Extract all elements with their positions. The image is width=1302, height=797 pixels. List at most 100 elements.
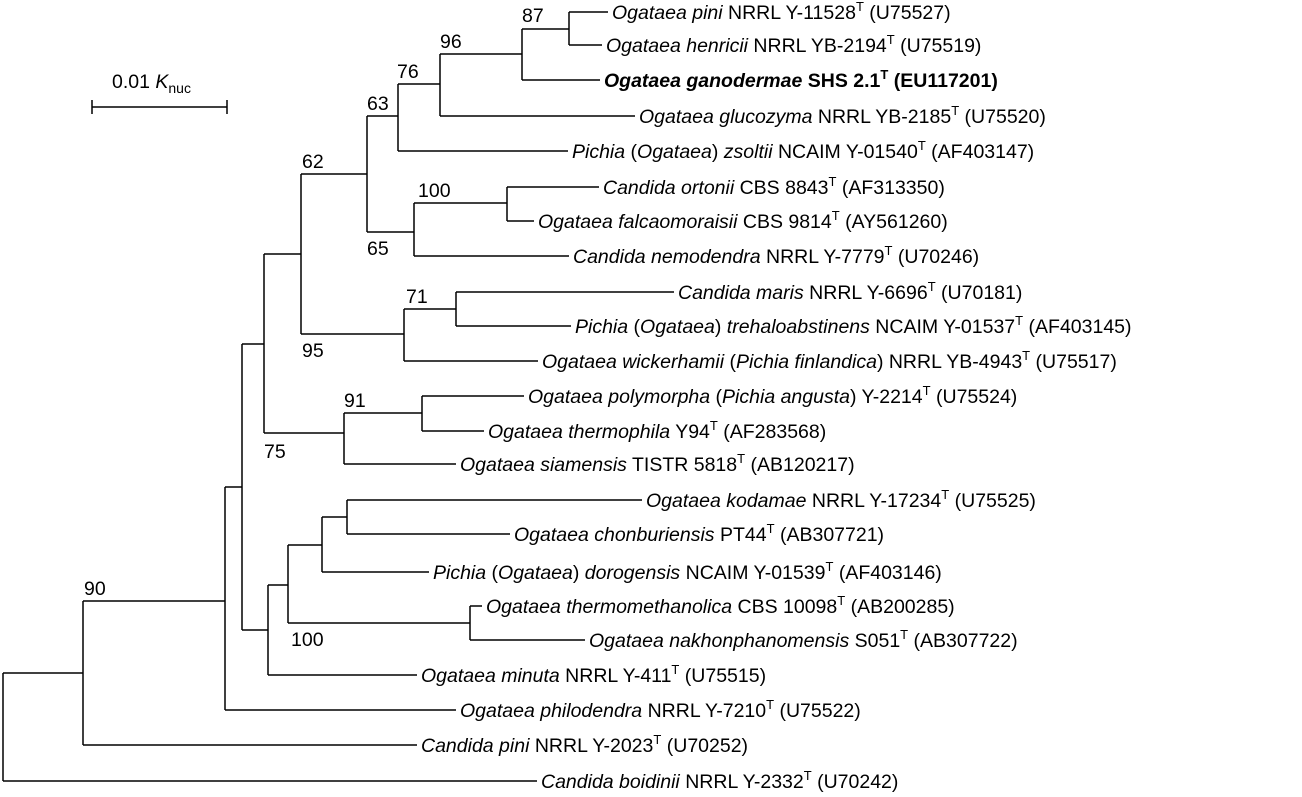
taxon-text: (U70242) (812, 771, 899, 793)
type-strain-superscript: T (1022, 348, 1030, 363)
taxon-label: Ogataea kodamae NRRL Y-17234T (U75525) (646, 487, 1036, 512)
taxon-label: Candida boidinii NRRL Y-2332T (U70242) (541, 768, 898, 793)
taxon-text: (AF403147) (926, 141, 1034, 163)
taxon-name-italic: Ogataea siamensis (460, 454, 627, 476)
taxon-labels: Ogataea pini NRRL Y-11528T (U75527) Ogat… (421, 0, 1132, 793)
taxon-text: ) NRRL YB-4943 (877, 351, 1022, 373)
type-strain-superscript: T (832, 208, 840, 223)
taxon-text: (AF313350) (836, 177, 944, 199)
taxon-text: ( (710, 386, 722, 408)
taxon-text: SHS 2.1 (802, 70, 880, 92)
bootstrap-values: 87 96 76 63 62 100 65 71 95 91 75 100 90 (84, 5, 544, 651)
taxon-label: Ogataea henricii NRRL YB-2194T (U75519) (606, 32, 981, 57)
taxon-name-italic: Ogataea (640, 316, 715, 338)
taxon-name-italic: Ogataea chonburiensis (514, 524, 715, 546)
taxon-label: Ogataea nakhonphanomensis S051T (AB30772… (589, 627, 1018, 652)
bootstrap-63: 63 (367, 93, 389, 115)
taxon-text: (U75522) (774, 700, 861, 722)
taxon-label: Candida maris NRRL Y-6696T (U70181) (678, 279, 1022, 304)
taxon-name-italic: Ogataea thermomethanolica (486, 596, 732, 618)
taxon-text: ( (486, 562, 498, 584)
taxon-name-italic: Candida ortonii (603, 177, 735, 199)
bootstrap-65: 65 (367, 238, 389, 260)
taxon-text: NRRL YB-2185 (812, 106, 951, 128)
type-strain-superscript: T (928, 279, 936, 294)
type-strain-superscript: T (856, 0, 864, 14)
scale-bar-value: 0.01 (112, 71, 150, 93)
taxon-text: (U75517) (1030, 351, 1117, 373)
taxon-label: Ogataea philodendra NRRL Y-7210T (U75522… (460, 697, 861, 722)
taxon-name-italic: Ogataea thermophila (488, 421, 670, 443)
type-strain-superscript: T (766, 697, 774, 712)
tree-branches (2, 11, 674, 782)
taxon-text: ) Y-2214 (850, 386, 923, 408)
taxon-text: NRRL Y-11528 (723, 2, 856, 24)
type-strain-superscript: T (837, 593, 845, 608)
taxon-label: Ogataea siamensis TISTR 5818T (AB120217) (460, 451, 855, 476)
taxon-text: ) (712, 141, 724, 163)
taxon-text: CBS 9814 (737, 211, 831, 233)
taxon-text: ( (625, 141, 637, 163)
taxon-text: PT44 (715, 524, 767, 546)
taxon-label: Pichia (Ogataea) trehaloabstinens NCAIM … (575, 313, 1132, 338)
taxon-text: (AF403145) (1023, 316, 1131, 338)
taxon-text: TISTR 5818 (627, 454, 737, 476)
taxon-name-italic: Ogataea glucozyma (639, 106, 813, 128)
taxon-label: Ogataea minuta NRRL Y-411T (U75515) (421, 662, 766, 687)
bootstrap-75: 75 (264, 441, 286, 463)
taxon-text: NRRL Y-7210 (642, 700, 766, 722)
taxon-label: Candida nemodendra NRRL Y-7779T (U70246) (573, 243, 979, 268)
bootstrap-87: 87 (522, 5, 544, 27)
taxon-text: (U75515) (679, 665, 766, 687)
taxon-name-italic: Candida boidinii (541, 771, 680, 793)
taxon-label: Ogataea thermomethanolica CBS 10098T (AB… (486, 593, 955, 618)
taxon-label: Candida ortonii CBS 8843T (AF313350) (603, 174, 945, 199)
taxon-label: Ogataea glucozyma NRRL YB-2185T (U75520) (639, 103, 1046, 128)
taxon-name-italic: dorogensis (585, 562, 681, 584)
type-strain-superscript: T (671, 662, 679, 677)
taxon-text: (AB307722) (908, 630, 1018, 652)
taxon-name-italic: Ogataea nakhonphanomensis (589, 630, 849, 652)
type-strain-superscript: T (900, 627, 908, 642)
bootstrap-95: 95 (302, 340, 324, 362)
taxon-name-italic: Ogataea henricii (606, 35, 749, 57)
taxon-name-italic: Pichia (575, 316, 628, 338)
type-strain-superscript: T (737, 451, 745, 466)
taxon-name-italic: Ogataea pini (612, 2, 723, 24)
taxon-name-italic: Ogataea ganodermae (604, 70, 802, 92)
type-strain-superscript: T (941, 487, 949, 502)
taxon-text: (AF403146) (833, 562, 941, 584)
bootstrap-76: 76 (397, 61, 419, 83)
taxon-text: NCAIM Y-01540 (773, 141, 918, 163)
type-strain-superscript: T (653, 732, 661, 747)
taxon-text: (EU117201) (888, 70, 998, 92)
taxon-label: Ogataea pini NRRL Y-11528T (U75527) (612, 0, 951, 24)
taxon-text: CBS 8843 (734, 177, 828, 199)
taxon-name-italic: Pichia (433, 562, 486, 584)
taxon-text: NRRL Y-411 (560, 665, 672, 687)
taxon-name-italic: Candida pini (421, 735, 530, 757)
type-strain-superscript: T (767, 521, 775, 536)
taxon-text: NRRL Y-17234 (806, 490, 941, 512)
taxon-text: (AB120217) (745, 454, 855, 476)
taxon-name-italic: Pichia angusta (722, 386, 850, 408)
taxon-text: (AF283568) (718, 421, 826, 443)
type-strain-superscript: T (887, 32, 895, 47)
taxon-text: (AB307721) (775, 524, 885, 546)
taxon-text: (U70181) (936, 282, 1023, 304)
taxon-label: Pichia (Ogataea) zsoltii NCAIM Y-01540T … (572, 138, 1034, 163)
taxon-text: ) (573, 562, 585, 584)
type-strain-superscript: T (710, 418, 718, 433)
taxon-label: Candida pini NRRL Y-2023T (U70252) (421, 732, 748, 757)
taxon-text: (U75519) (895, 35, 982, 57)
taxon-name-italic: zsoltii (723, 141, 773, 163)
scale-bar-label: 0.01 Knuc (112, 71, 191, 96)
taxon-text: NCAIM Y-01539 (680, 562, 825, 584)
bootstrap-96: 96 (440, 31, 462, 53)
type-strain-superscript: T (1015, 313, 1023, 328)
bootstrap-71: 71 (406, 286, 428, 308)
taxon-text: (U75525) (949, 490, 1036, 512)
taxon-name-italic: Ogataea falcaomoraisii (538, 211, 738, 233)
taxon-text: (AB200285) (845, 596, 955, 618)
taxon-label: Ogataea wickerhamii (Pichia finlandica) … (542, 348, 1117, 373)
